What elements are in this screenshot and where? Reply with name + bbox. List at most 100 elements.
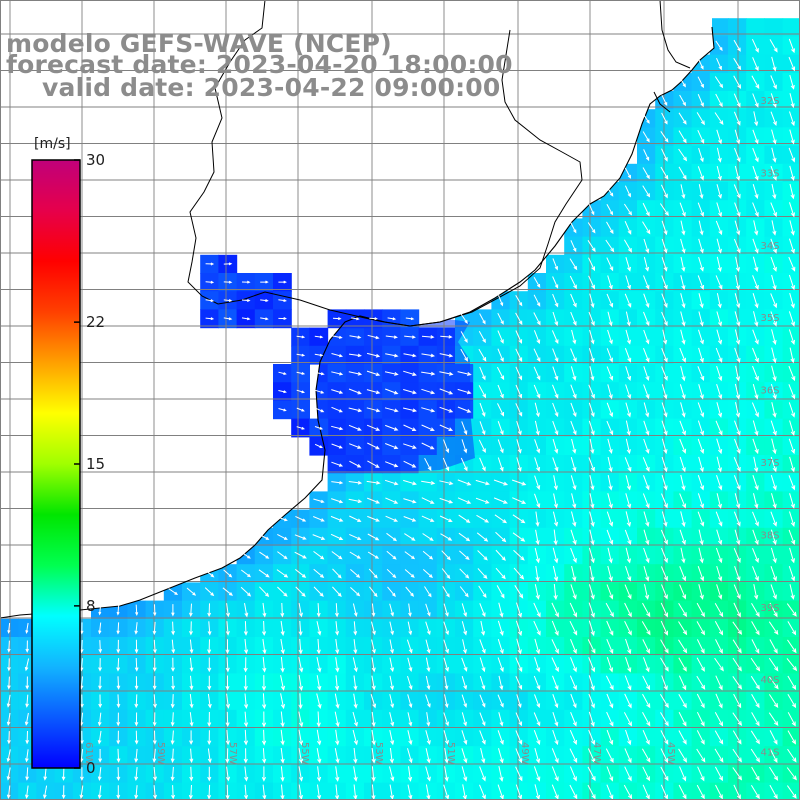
- wind-arrow: [512, 497, 527, 504]
- wind-arrow: [479, 675, 486, 690]
- wind-arrow: [716, 438, 723, 455]
- wind-arrow: [789, 420, 795, 437]
- wind-arrow: [552, 258, 558, 271]
- wind-arrow: [313, 406, 325, 413]
- wind-arrow: [353, 693, 358, 709]
- wind-arrow: [569, 602, 577, 618]
- wind-arrow: [223, 280, 233, 284]
- wind-arrow: [643, 293, 650, 308]
- wind-arrow: [152, 748, 157, 763]
- wind-arrow: [478, 331, 486, 344]
- wind-arrow: [698, 547, 704, 564]
- wind-arrow: [335, 657, 340, 673]
- wind-arrow: [497, 457, 504, 472]
- wind-arrow: [588, 711, 595, 728]
- wind-arrow: [697, 202, 704, 217]
- wind-arrow: [678, 166, 687, 180]
- wind-arrow: [496, 366, 505, 381]
- wind-arrow: [7, 658, 11, 672]
- wind-arrow: [588, 275, 595, 290]
- wind-arrow: [425, 694, 431, 708]
- wind-arrow: [786, 785, 797, 799]
- wind-arrow: [479, 694, 486, 708]
- wind-arrow: [80, 622, 84, 635]
- wind-arrow: [625, 329, 631, 345]
- wind-arrow: [243, 784, 249, 800]
- wind-arrow: [349, 515, 362, 522]
- forecast-date: forecast date: 2023-04-20 18:00:00: [6, 50, 513, 79]
- wind-arrow: [406, 639, 413, 654]
- wind-arrow: [661, 220, 668, 236]
- wind-arrow: [733, 238, 741, 254]
- wind-arrow: [607, 565, 613, 582]
- wind-arrow: [769, 766, 779, 781]
- wind-arrow: [789, 93, 795, 109]
- wind-arrow: [678, 711, 687, 727]
- wind-arrow: [570, 529, 577, 546]
- wind-arrow: [679, 438, 687, 454]
- wind-arrow: [624, 584, 632, 600]
- wind-arrow: [787, 675, 797, 691]
- wind-arrow: [751, 639, 760, 654]
- wind-arrow: [261, 766, 267, 782]
- wind-arrow: [588, 693, 595, 709]
- wind-arrow: [698, 584, 704, 600]
- wind-arrow: [789, 493, 795, 509]
- wind-arrow: [241, 298, 251, 302]
- wind-arrow: [170, 730, 175, 745]
- wind-arrow: [422, 533, 434, 541]
- wind-arrow: [350, 587, 361, 597]
- wind-arrow: [498, 748, 504, 764]
- wind-arrow: [461, 439, 468, 454]
- wind-arrow: [716, 365, 723, 382]
- wind-arrow: [189, 621, 193, 636]
- wind-arrow: [116, 730, 121, 745]
- wind-arrow: [424, 586, 432, 598]
- wind-arrow: [457, 371, 472, 376]
- wind-arrow: [733, 57, 742, 71]
- wind-arrow: [551, 657, 559, 673]
- wind-arrow: [624, 529, 632, 545]
- wind-arrow: [225, 711, 230, 728]
- wind-arrow: [223, 298, 233, 302]
- wind-arrow: [385, 353, 399, 358]
- wind-arrow: [425, 621, 431, 636]
- wind-arrow: [171, 675, 176, 691]
- wind-arrow: [662, 329, 668, 345]
- wind-arrow: [697, 438, 705, 454]
- wind-arrow: [298, 656, 304, 673]
- wind-speed-cell: [782, 18, 800, 37]
- wind-arrow: [331, 551, 343, 560]
- wind-arrow: [571, 438, 577, 454]
- wind-arrow: [606, 402, 614, 418]
- wind-arrow: [789, 347, 795, 364]
- wind-arrow: [98, 694, 103, 709]
- wind-arrow: [642, 784, 650, 800]
- wind-arrow: [642, 712, 651, 727]
- axis-labels: 61W 59W 57W 55W 53W 51W 49W 47W 45W 32S 33S 34S 35S 3…: [83, 96, 780, 765]
- wind-arrow: [752, 347, 759, 363]
- wind-arrow: [477, 550, 488, 561]
- wind-arrow: [332, 317, 342, 321]
- wind-arrow: [680, 402, 686, 418]
- wind-arrow: [403, 370, 417, 376]
- wind-arrow: [752, 275, 759, 290]
- wind-arrow: [407, 621, 413, 636]
- wind-arrow: [771, 220, 777, 236]
- wind-arrow: [353, 675, 358, 691]
- wind-arrow: [771, 147, 777, 163]
- wind-arrow: [479, 402, 486, 417]
- wind-arrow: [734, 202, 741, 218]
- wind-arrow: [680, 220, 686, 236]
- wind-arrow: [334, 603, 339, 618]
- wind-arrow: [552, 438, 559, 454]
- wind-arrow: [770, 420, 777, 436]
- wind-arrow: [570, 366, 577, 381]
- wind-arrow: [587, 240, 596, 253]
- wind-arrow: [642, 221, 651, 235]
- wind-arrow: [551, 766, 559, 782]
- wind-arrow: [733, 39, 741, 52]
- wind-arrow: [716, 493, 722, 509]
- wind-arrow: [516, 602, 522, 618]
- wind-arrow: [439, 353, 454, 358]
